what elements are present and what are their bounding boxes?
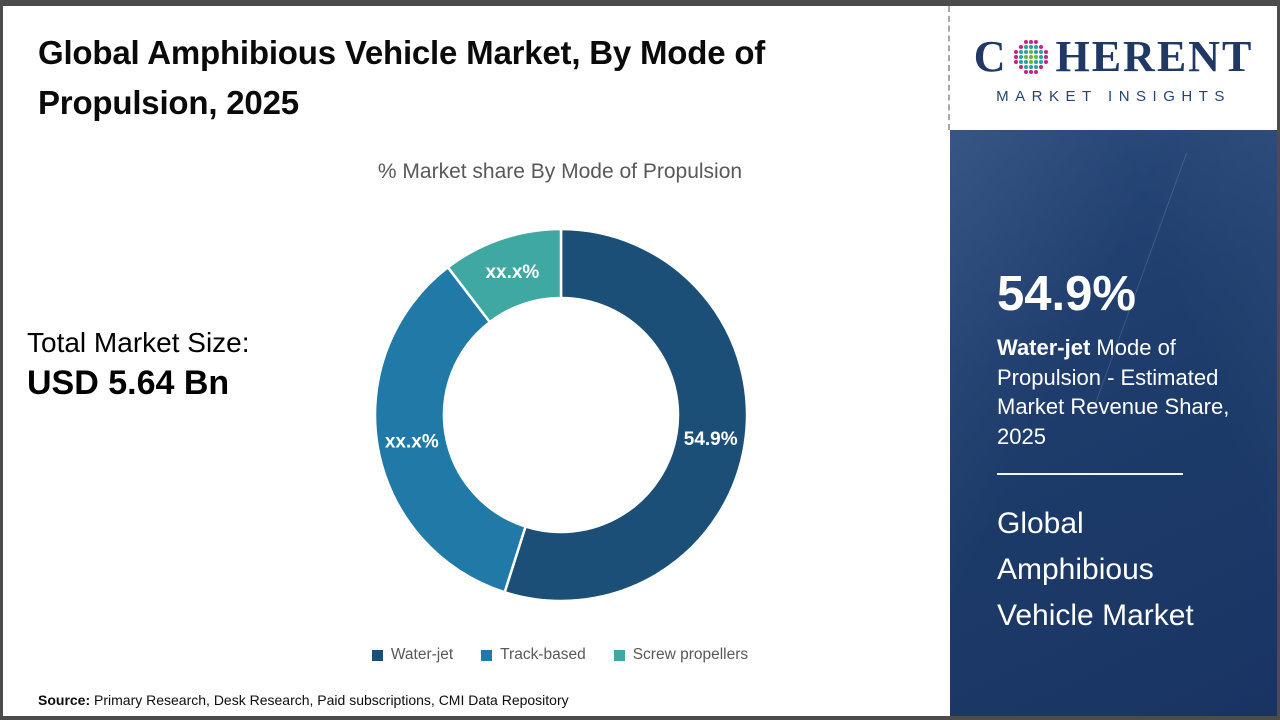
legend-swatch-icon: [371, 649, 383, 661]
donut-segment-label: xx.x%: [385, 432, 439, 453]
donut-segment-screw-propellers: [446, 227, 563, 324]
legend-label: Track-based: [500, 646, 586, 663]
source-line: Source: Primary Research, Desk Research,…: [38, 692, 569, 708]
legend-item: Screw propellers: [613, 646, 749, 664]
source-label: Source:: [38, 692, 91, 708]
highlight-sidebar: 54.9% Water-jet Mode of Propulsion - Est…: [950, 130, 1277, 716]
logo-globe-icon: [1014, 39, 1049, 74]
sidebar-description-rest: Mode of Propulsion - Estimated Market Re…: [997, 335, 1230, 449]
donut-segment-label: 54.9%: [684, 429, 738, 450]
sidebar-description: Water-jet Mode of Propulsion - Estimated…: [997, 333, 1237, 451]
sidebar-stat: 54.9%: [997, 267, 1136, 321]
legend-item: Water-jet: [371, 646, 454, 664]
chart-title: % Market share By Mode of Propulsion: [377, 160, 743, 183]
donut-segment-label: xx.x%: [485, 262, 539, 283]
donut-chart: 54.9% xx.x% xx.x%: [373, 227, 749, 603]
total-market-size: Total Market Size: USD 5.64 Bn: [27, 324, 250, 404]
brand-logo: C HERENT MARKET INSIGHTS: [948, 6, 1277, 130]
total-market-label: Total Market Size:: [27, 327, 250, 358]
legend-label: Screw propellers: [632, 646, 749, 663]
page-title: Global Amphibious Vehicle Market, By Mod…: [38, 34, 766, 121]
logo-letters-rest: HERENT: [1055, 32, 1254, 81]
legend-item: Track-based: [481, 646, 586, 664]
sidebar-description-highlight: Water-jet: [997, 335, 1091, 360]
donut-segment-track-based: [373, 266, 527, 594]
logo-tagline: MARKET INSIGHTS: [996, 88, 1231, 105]
logo-wordmark: C HERENT: [974, 31, 1254, 82]
total-market-value: USD 5.64 Bn: [27, 364, 230, 402]
chart-legend: Water-jet Track-based Screw propellers: [280, 646, 840, 664]
donut-segment-water-jet: [503, 227, 749, 603]
sidebar-divider: [997, 473, 1183, 475]
source-text: Primary Research, Desk Research, Paid su…: [90, 692, 569, 708]
sidebar-market-name: Global Amphibious Vehicle Market: [997, 507, 1194, 632]
logo-letter-c: C: [973, 32, 1008, 81]
legend-swatch-icon: [481, 649, 493, 661]
legend-swatch-icon: [613, 649, 625, 661]
legend-label: Water-jet: [390, 646, 454, 663]
